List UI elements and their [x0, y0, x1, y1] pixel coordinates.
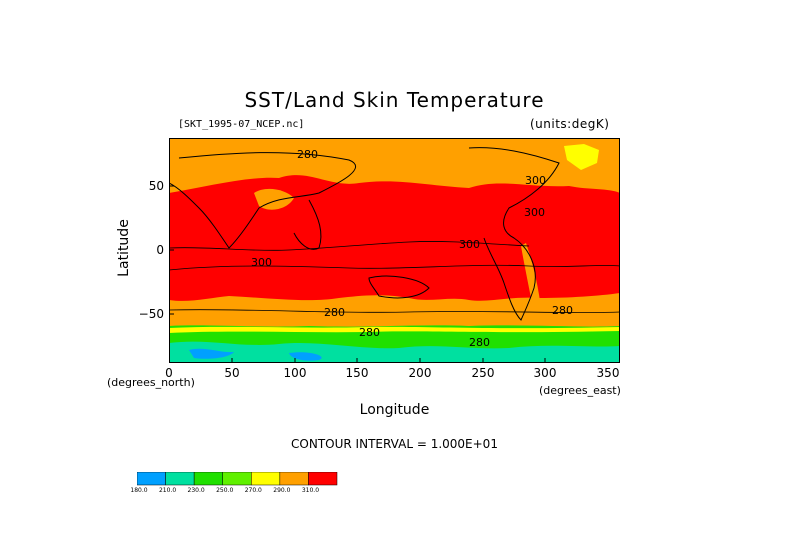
- chart-title: SST/Land Skin Temperature: [244, 88, 545, 112]
- x-tick-label: 200: [408, 366, 432, 380]
- contour-label-group: 280 300 300 300 300 280 280 280 280: [251, 148, 573, 349]
- legend-label: 230.0: [187, 487, 205, 494]
- legend-swatch: [279, 471, 309, 486]
- y-tick-label: 0: [156, 243, 164, 257]
- legend-swatch: [222, 471, 252, 486]
- contour-label: 280: [324, 306, 345, 319]
- contour-label: 280: [552, 304, 573, 317]
- legend-swatches: [136, 471, 338, 486]
- x-tick-label: 250: [471, 366, 495, 380]
- y-axis-note: (degrees_north): [107, 376, 195, 389]
- contour-interval: CONTOUR INTERVAL = 1.000E+01: [291, 437, 498, 451]
- legend-label: 310.0: [301, 487, 320, 494]
- contour-label: 300: [459, 238, 480, 251]
- legend-label: 270.0: [244, 487, 262, 494]
- legend-swatch: [193, 471, 223, 486]
- x-axis-note: (degrees_east): [539, 384, 621, 397]
- units-label: (units:degK): [530, 117, 610, 131]
- contour-label: 300: [251, 256, 272, 269]
- legend-swatch: [136, 471, 166, 486]
- x-tick-label: 0: [165, 366, 173, 380]
- coldest-region: [169, 341, 620, 363]
- contour-label: 300: [524, 206, 545, 219]
- andes-region: [521, 243, 541, 313]
- y-tick-label: −50: [138, 307, 164, 321]
- color-legend: 180.0 210.0 230.0 250.0 270.0 290.0 310.0: [130, 471, 343, 494]
- polar-core: [189, 348, 322, 361]
- x-tick-label: 50: [224, 366, 240, 380]
- contour-label: 280: [469, 336, 490, 349]
- southern-orange: [169, 308, 620, 326]
- contour-label: 280: [359, 326, 380, 339]
- x-tick-label: 300: [533, 366, 557, 380]
- contour-lines: [169, 241, 620, 313]
- x-axis-label: Longitude: [359, 402, 430, 418]
- temperature-map: 280 300 300 300 300 280 280 280 280: [169, 138, 620, 363]
- legend-label: 210.0: [158, 487, 177, 494]
- y-axis-label: Latitude: [116, 219, 132, 277]
- legend-label: 290.0: [273, 487, 291, 494]
- greenland-region: [564, 144, 599, 170]
- x-tick-label: 150: [345, 366, 369, 380]
- warm-region: [169, 175, 620, 301]
- legend-swatch: [165, 471, 195, 486]
- highland-region: [254, 188, 294, 210]
- legend-swatch: [308, 471, 338, 486]
- x-tick-label: 350: [596, 366, 620, 380]
- contour-label: 280: [297, 148, 318, 161]
- legend-label: 180.0: [130, 487, 148, 494]
- x-tick-label: 100: [283, 366, 307, 380]
- dataset-label: [SKT_1995-07_NCEP.nc]: [178, 119, 305, 130]
- contour-label: 300: [525, 174, 546, 187]
- yellow-band: [169, 326, 620, 333]
- y-tick-label: 50: [148, 179, 164, 193]
- legend-swatch: [251, 471, 281, 486]
- legend-label: 250.0: [216, 487, 234, 494]
- axis-ticks: [169, 185, 546, 363]
